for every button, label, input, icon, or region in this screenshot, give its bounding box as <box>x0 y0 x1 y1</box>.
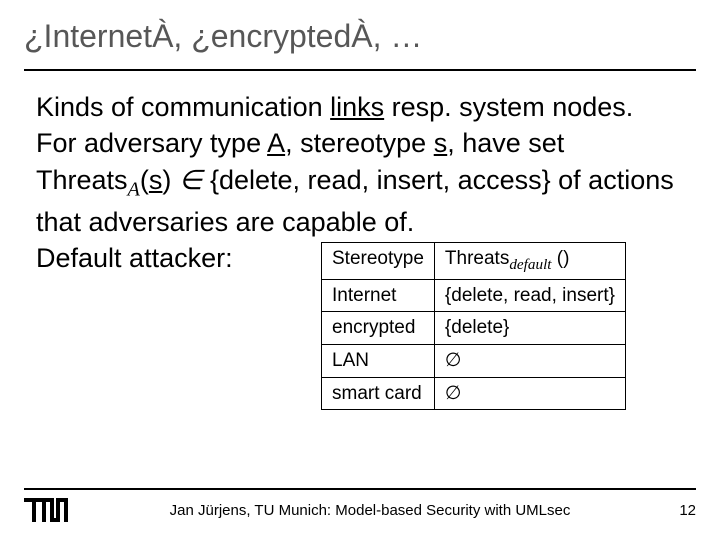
td-smartcard-threats: ∅ <box>434 377 625 410</box>
td-internet: Internet <box>322 279 435 312</box>
page-number: 12 <box>672 502 696 519</box>
p2-sub-A: A <box>128 178 140 200</box>
threats-table: Stereotype Threatsdefault () Internet {d… <box>321 242 626 410</box>
p2-h: ) <box>162 165 179 195</box>
p2-s2: s <box>149 165 163 195</box>
th-threats-b: () <box>552 248 570 269</box>
td-encrypted-threats: {delete} <box>434 312 625 345</box>
td-encrypted: encrypted <box>322 312 435 345</box>
table-row: Internet {delete, read, insert} <box>322 279 626 312</box>
threats-table-wrap: Stereotype Threatsdefault () Internet {d… <box>321 242 692 410</box>
footer-rule <box>24 488 696 490</box>
slide-title: ¿InternetÀ, ¿encryptedÀ, … <box>0 0 720 55</box>
p2-f: ( <box>140 165 149 195</box>
p2-i: {delete, read, insert, access} of action… <box>36 165 674 237</box>
table-row: smart card ∅ <box>322 377 626 410</box>
p2-s: s <box>434 128 448 158</box>
p1-links: links <box>330 92 384 122</box>
th-stereotype: Stereotype <box>322 243 435 279</box>
p2-elem: ∈ <box>179 165 203 195</box>
td-smartcard: smart card <box>322 377 435 410</box>
table-row: LAN ∅ <box>322 345 626 378</box>
footer-text: Jan Jürjens, TU Munich: Model-based Secu… <box>68 502 672 519</box>
p1-text-c: resp. system nodes. <box>384 92 633 122</box>
paragraph-1: Kinds of communication links resp. syste… <box>36 89 692 125</box>
p2-a: For adversary type <box>36 128 267 158</box>
footer-row: Jan Jürjens, TU Munich: Model-based Secu… <box>0 498 720 522</box>
td-internet-threats: {delete, read, insert} <box>434 279 625 312</box>
td-lan-threats: ∅ <box>434 345 625 378</box>
footer: Jan Jürjens, TU Munich: Model-based Secu… <box>0 488 720 522</box>
th-threats-a: Threats <box>445 248 509 269</box>
p2-A: A <box>267 128 285 158</box>
tum-logo-icon <box>24 498 68 522</box>
paragraph-2: For adversary type A, stereotype s, have… <box>36 125 692 240</box>
table-header-row: Stereotype Threatsdefault () <box>322 243 626 279</box>
slide-body: Kinds of communication links resp. syste… <box>0 71 720 410</box>
td-lan: LAN <box>322 345 435 378</box>
th-threats-sub: default <box>509 256 551 273</box>
p1-text-a: Kinds of communication <box>36 92 330 122</box>
p2-c: , stereotype <box>285 128 434 158</box>
th-threats: Threatsdefault () <box>434 243 625 279</box>
slide: ¿InternetÀ, ¿encryptedÀ, … Kinds of comm… <box>0 0 720 540</box>
table-row: encrypted {delete} <box>322 312 626 345</box>
